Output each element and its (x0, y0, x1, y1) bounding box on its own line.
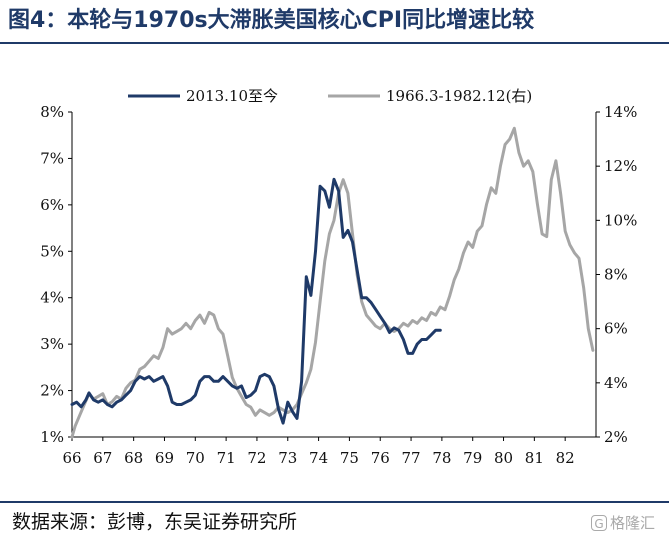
y-left-tick-label: 4% (40, 289, 64, 307)
legend-label-1966-1982: 1966.3-1982.12(右) (386, 87, 532, 105)
y-right-tick-label: 4% (604, 374, 628, 392)
y-left-tick-label: 2% (40, 382, 64, 400)
y-left-tick-label: 3% (40, 335, 64, 353)
y-left-tick-label: 8% (40, 103, 64, 121)
x-tick-label: 66 (62, 449, 81, 467)
series-line-1966-1982 (70, 126, 595, 439)
chart-axes: 1% 2% 3% 4% 5% 6% 7% 8% 2% 4% 6% 8% 10% 12% 14% 66 67 68 6… (40, 103, 637, 467)
watermark: G 格隆汇 (590, 511, 655, 535)
x-tick-label: 68 (124, 449, 143, 467)
x-tick-label: 72 (247, 449, 266, 467)
x-tick-label: 67 (93, 449, 112, 467)
y-left-tick-label: 6% (40, 196, 64, 214)
x-tick-label: 77 (402, 449, 421, 467)
y-left-tick-label: 7% (40, 149, 64, 167)
chart-legend: 2013.10至今 1966.3-1982.12(右) (128, 87, 532, 105)
x-tick-label: 81 (525, 449, 544, 467)
chart-title: 图4：本轮与1970s大滞胀美国核心CPI同比增速比较 (8, 8, 535, 33)
y-left-tick-label: 1% (40, 428, 64, 446)
series-line-2013-present (70, 177, 442, 425)
y-right-tick-label: 14% (604, 103, 637, 121)
x-tick-label: 70 (186, 449, 205, 467)
y-right-tick-label: 2% (604, 428, 628, 446)
x-tick-label: 80 (494, 449, 513, 467)
footer-rule (0, 501, 669, 503)
title-rule (0, 42, 669, 44)
x-tick-label: 71 (217, 449, 236, 467)
line-chart: 2013.10至今 1966.3-1982.12(右) 1% 2% 3% 4% 5% 6% 7… (40, 87, 637, 467)
x-tick-label: 82 (556, 449, 575, 467)
watermark-text: 格隆汇 (609, 514, 655, 532)
x-tick-label: 78 (432, 449, 451, 467)
x-tick-label: 74 (309, 449, 328, 467)
y-right-tick-label: 10% (604, 211, 637, 229)
y-left-tick-label: 5% (40, 242, 64, 260)
y-right-tick-label: 12% (604, 157, 637, 175)
x-tick-label: 79 (463, 449, 482, 467)
x-tick-label: 76 (371, 449, 390, 467)
x-tick-label: 75 (340, 449, 359, 467)
watermark-logo-icon: G (590, 515, 607, 531)
y-right-tick-label: 8% (604, 266, 628, 284)
x-tick-label: 73 (278, 449, 297, 467)
legend-label-2013-present: 2013.10至今 (186, 87, 278, 105)
x-tick-label: 69 (155, 449, 174, 467)
y-right-tick-label: 6% (604, 320, 628, 338)
source-note: 数据来源：彭博，东吴证券研究所 (12, 511, 298, 533)
chart-series (70, 126, 595, 439)
